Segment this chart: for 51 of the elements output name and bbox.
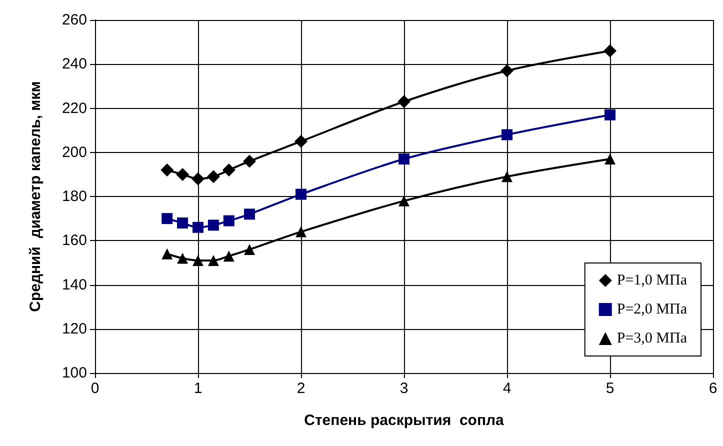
point — [502, 129, 512, 140]
point — [244, 208, 255, 220]
y-tick-label: 100 — [62, 364, 87, 382]
point — [500, 64, 514, 78]
point — [243, 154, 256, 168]
x-tick-label: 3 — [400, 380, 408, 397]
y-tick-label: 140 — [62, 276, 87, 294]
point — [244, 244, 255, 255]
point — [604, 153, 616, 164]
x-tick-label: 5 — [606, 380, 614, 397]
y-tick-label: 220 — [62, 100, 87, 117]
y-tick-label: 240 — [62, 56, 87, 73]
x-tick-label: 0 — [90, 380, 100, 397]
point — [398, 153, 410, 164]
y-axis-title: Средний диаметр капель, мкм — [27, 81, 44, 312]
y-tick-label: 120 — [62, 320, 87, 338]
point — [192, 172, 204, 186]
point — [296, 226, 306, 238]
y-tick-label: 260 — [62, 12, 87, 28]
legend-label: P=1,0 МПа — [616, 272, 688, 288]
point — [208, 220, 219, 231]
point — [160, 164, 174, 177]
point — [192, 222, 204, 233]
point — [294, 134, 308, 148]
point — [398, 95, 410, 108]
point — [206, 170, 220, 184]
point — [192, 254, 204, 266]
legend-label: P=3,0 МПа — [616, 330, 688, 346]
point — [177, 252, 188, 264]
x-tick-label: 2 — [296, 380, 306, 397]
x-tick-label: 6 — [708, 380, 718, 397]
y-tick-label: 160 — [62, 232, 87, 250]
point — [222, 164, 236, 177]
legend-label: P=2,0 МПа — [616, 302, 688, 318]
y-tick-label: 180 — [62, 188, 87, 205]
point — [208, 254, 219, 266]
x-tick-label: 4 — [502, 380, 512, 397]
point — [604, 109, 616, 120]
point — [398, 195, 410, 206]
point — [296, 188, 306, 200]
x-tick-label: 1 — [194, 380, 202, 397]
point — [176, 168, 190, 181]
point — [162, 248, 173, 260]
y-tick-label: 200 — [62, 144, 87, 161]
x-axis-title: Степень раскрытия сопла — [304, 412, 505, 429]
point — [177, 217, 188, 228]
point — [223, 215, 234, 226]
point — [162, 213, 173, 224]
point — [604, 44, 616, 58]
point — [502, 171, 512, 182]
point — [223, 250, 234, 262]
